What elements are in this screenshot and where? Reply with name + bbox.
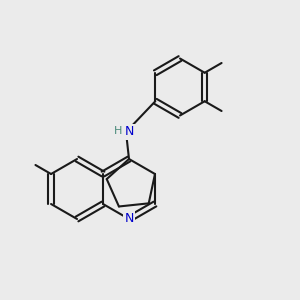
Text: N: N bbox=[124, 212, 134, 226]
Text: H: H bbox=[113, 126, 122, 136]
Text: N: N bbox=[125, 125, 134, 139]
